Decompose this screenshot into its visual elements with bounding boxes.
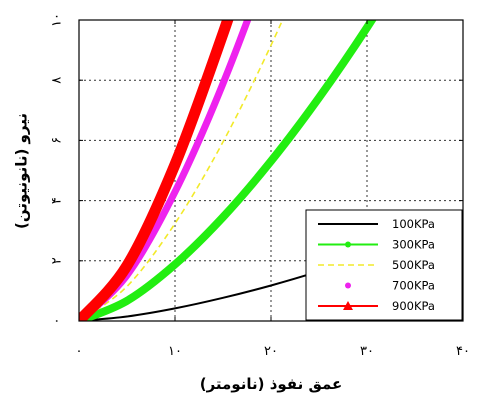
x-axis-title: عمق نفوذ (نانومتر) bbox=[200, 375, 343, 393]
legend-marker-triangle bbox=[343, 301, 353, 310]
legend-label: 500KPa bbox=[392, 258, 435, 272]
y-tick-label: ۰ bbox=[50, 318, 65, 325]
x-tick-label: ۲۰ bbox=[264, 344, 278, 359]
series-500KPa-line bbox=[79, 20, 284, 321]
legend-marker-dot bbox=[345, 282, 351, 289]
y-tick-label: ۶ bbox=[50, 137, 65, 144]
y-tick-label: ۲ bbox=[50, 257, 65, 264]
legend-item-300KPa: 300KPa bbox=[318, 238, 435, 252]
legend-label: 900KPa bbox=[392, 299, 435, 313]
legend-label: 300KPa bbox=[392, 238, 435, 252]
legend-marker-dot bbox=[345, 241, 351, 248]
y-axis-title: نیرو (نانونیوتن) bbox=[13, 113, 31, 229]
y-tick-label: ۱۰ bbox=[50, 13, 65, 27]
x-tick-label: ۳۰ bbox=[360, 344, 374, 359]
x-tick-label: ۴۰ bbox=[456, 344, 470, 359]
x-tick-label: ۰ bbox=[76, 344, 83, 359]
y-tick-label: ۸ bbox=[50, 77, 65, 84]
series-300KPa-line bbox=[79, 20, 377, 321]
legend-item-900KPa: 900KPa bbox=[318, 299, 435, 313]
legend-item-700KPa: 700KPa bbox=[345, 279, 435, 293]
y-tick-label: ۴ bbox=[50, 197, 65, 204]
legend-label: 100KPa bbox=[392, 217, 435, 231]
x-tick-label: ۱۰ bbox=[168, 344, 182, 359]
legend-label: 700KPa bbox=[392, 279, 435, 293]
legend-box bbox=[305, 209, 463, 321]
legend-item-100KPa: 100KPa bbox=[318, 217, 435, 231]
legend-item-500KPa: 500KPa bbox=[318, 258, 435, 272]
series-900KPa-line bbox=[79, 20, 234, 321]
